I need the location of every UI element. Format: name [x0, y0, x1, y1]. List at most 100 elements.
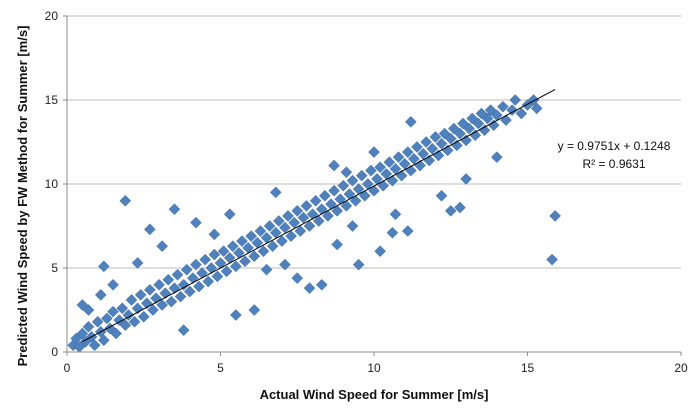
data-point-0-180: [94, 289, 107, 301]
data-point-0-171: [368, 146, 380, 158]
data-points: [67, 94, 561, 353]
data-point-0-38: [183, 285, 196, 298]
data-point-0-123: [444, 132, 457, 145]
data-point-0-143: [515, 107, 528, 120]
data-point-0-112: [411, 141, 423, 153]
data-point-0-73: [291, 205, 304, 217]
data-point-0-118: [429, 131, 442, 143]
data-point-0-3: [76, 327, 89, 340]
data-point-0-167: [549, 210, 561, 222]
data-point-0-126: [454, 127, 466, 140]
data-point-0-49: [217, 245, 230, 258]
data-point-0-139: [497, 100, 509, 113]
data-point-0-183: [279, 258, 291, 271]
data-point-0-50: [220, 265, 233, 278]
data-point-0-41: [193, 280, 205, 293]
data-point-0-40: [190, 258, 202, 271]
data-point-0-160: [386, 226, 399, 239]
data-point-0-7: [88, 339, 101, 352]
data-point-0-155: [291, 272, 304, 284]
x-tick-label-4: 20: [674, 361, 688, 375]
x-tick-labels: 0 5 10 15 20: [64, 361, 688, 375]
data-point-0-179: [76, 299, 89, 311]
data-point-0-165: [460, 173, 472, 185]
data-point-0-157: [315, 278, 328, 291]
data-point-0-77: [303, 220, 316, 232]
data-point-0-37: [180, 263, 193, 276]
data-point-0-45: [205, 262, 218, 274]
data-point-0-151: [190, 216, 202, 229]
data-point-0-91: [346, 174, 359, 187]
data-point-0-58: [245, 230, 258, 242]
data-point-0-56: [239, 255, 251, 268]
data-point-0-162: [435, 189, 448, 202]
data-point-0-71: [285, 230, 297, 242]
data-point-0-79: [309, 194, 322, 207]
data-point-0-67: [272, 215, 285, 227]
data-point-0-172: [340, 166, 353, 179]
data-point-0-26: [147, 304, 159, 316]
data-point-0-117: [426, 142, 439, 155]
y-tick-label-2: 10: [45, 177, 59, 191]
data-point-0-166: [490, 151, 503, 163]
data-point-0-134: [478, 124, 491, 137]
data-point-0-16: [116, 302, 129, 315]
y-tick-label-3: 15: [45, 93, 59, 107]
data-point-0-153: [248, 304, 261, 316]
x-tick-label-3: 15: [521, 361, 535, 375]
data-point-0-84: [325, 198, 337, 211]
data-point-0-159: [374, 245, 386, 258]
data-point-0-19: [125, 294, 138, 306]
data-point-0-156: [303, 282, 316, 295]
data-point-0-135: [481, 112, 494, 125]
data-point-0-176: [156, 240, 169, 253]
data-point-0-158: [352, 258, 365, 271]
data-point-0-70: [282, 210, 294, 222]
data-point-0-17: [119, 319, 132, 331]
data-point-0-129: [463, 122, 476, 135]
data-point-0-150: [97, 260, 110, 273]
data-point-0-100: [374, 161, 386, 174]
y-tick-labels: 0 5 10 15 20: [45, 9, 59, 359]
data-point-0-89: [340, 199, 353, 212]
data-point-0-184: [331, 238, 344, 251]
data-point-0-185: [346, 220, 359, 232]
data-point-0-174: [223, 208, 236, 221]
data-point-0-103: [383, 156, 396, 169]
data-point-0-175: [208, 228, 221, 241]
x-tick-label-2: 10: [367, 361, 381, 375]
data-point-0-74: [294, 225, 307, 237]
data-point-0-11: [101, 312, 113, 325]
trendline: [82, 88, 556, 343]
data-point-0-154: [177, 324, 190, 337]
data-point-0-28: [153, 278, 165, 291]
data-point-0-65: [266, 240, 279, 253]
data-point-0-5: [82, 320, 95, 333]
data-point-0-137: [487, 119, 500, 132]
data-point-0-127: [457, 117, 469, 130]
data-point-0-75: [297, 211, 310, 224]
data-point-0-181: [107, 278, 119, 291]
data-point-0-152: [229, 309, 242, 321]
data-point-0-170: [328, 159, 340, 172]
data-point-0-115: [420, 136, 433, 148]
y-tick-label-1: 5: [51, 261, 58, 275]
data-point-0-173: [269, 186, 282, 199]
data-point-0-88: [337, 179, 350, 192]
data-point-0-18: [122, 309, 135, 321]
data-point-0-36: [177, 278, 190, 291]
data-point-0-169: [404, 115, 417, 128]
r-squared-label: R² = 0.9631: [582, 157, 645, 171]
data-point-0-68: [276, 235, 288, 247]
data-point-0-25: [144, 283, 156, 296]
data-point-0-106: [392, 151, 405, 163]
y-tick-label-4: 20: [45, 9, 59, 23]
data-point-0-182: [260, 263, 273, 276]
data-point-0-64: [263, 220, 276, 232]
data-point-0-31: [162, 273, 175, 286]
data-point-0-146: [530, 102, 543, 115]
data-point-0-92: [349, 194, 362, 207]
y-axis-title: Predicted Wind Speed by FW Method for Su…: [15, 26, 30, 367]
data-point-0-97: [365, 164, 377, 177]
x-tick-label-0: 0: [64, 361, 71, 375]
